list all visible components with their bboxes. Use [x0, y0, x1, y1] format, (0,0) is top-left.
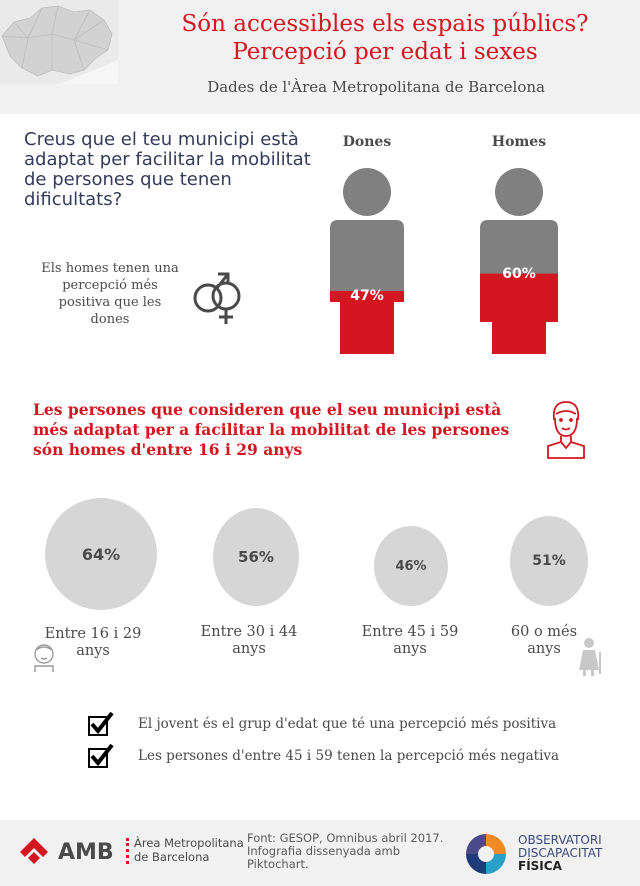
highlight-text: Les persones que consideren que el seu m… [33, 400, 510, 459]
age-label-line: Entre 45 i 59 [361, 624, 459, 640]
men-label: Homes [491, 134, 547, 150]
age-label-line: anys [393, 641, 427, 657]
women-figure: 47% [330, 168, 404, 354]
women-label: Dones [342, 134, 392, 150]
age-label-line: anys [76, 643, 110, 659]
checkbox-checked-icon [88, 744, 114, 768]
age-label-30-44: Entre 30 i 44 anys [184, 624, 314, 658]
age-circle-60-plus: 51% [510, 516, 588, 606]
age-label-line: Entre 30 i 44 [200, 624, 298, 640]
page-title: Són accessibles els espais públics? Perc… [150, 10, 620, 66]
title-line-2: Percepció per edat i sexes [232, 39, 538, 65]
gender-symbol-icon [193, 272, 241, 324]
age-pct-60-plus: 51% [532, 553, 566, 569]
young-man-icon [547, 401, 585, 459]
page-subtitle: Dades de l'Àrea Metropolitana de Barcelo… [207, 78, 545, 96]
source-line: Font: GESOP, Omnibus abril 2017. [247, 831, 444, 845]
men-figure: 60% [480, 168, 558, 354]
age-label-line: 60 o més [510, 624, 578, 640]
men-pct: 60% [502, 266, 536, 282]
women-pct: 47% [350, 288, 384, 304]
source-credit: Font: GESOP, Omnibus abril 2017. Infogra… [247, 832, 457, 871]
header: Són accessibles els espais públics? Perc… [0, 0, 640, 114]
amb-logo: AMB [16, 834, 114, 870]
amb-subtitle: Àrea Metropolitana de Barcelona [126, 836, 244, 864]
obs-line: DISCAPACITAT [518, 846, 603, 860]
elderly-person-icon [579, 638, 601, 676]
check-item-1: El jovent és el grup d'edat que té una p… [88, 712, 556, 736]
gender-note: Els homes tenen una percepció més positi… [41, 261, 179, 327]
amb-wordmark: AMB [58, 839, 114, 865]
obs-line: OBSERVATORI [518, 833, 602, 847]
amb-logo-icon [20, 838, 48, 864]
age-label-line: anys [527, 641, 561, 657]
age-label-line: anys [232, 641, 266, 657]
age-circle-16-29: 64% [45, 498, 157, 610]
source-line: Piktochart. [247, 857, 309, 871]
footer: AMB Àrea Metropolitana de Barcelona Font… [0, 820, 640, 886]
observatori-logo-icon [466, 834, 506, 874]
obs-line: FÍSICA [518, 859, 562, 873]
age-circle-45-59: 46% [374, 526, 448, 606]
age-label-45-59: Entre 45 i 59 anys [345, 624, 475, 658]
age-pct-45-59: 46% [395, 558, 427, 574]
young-person-icon [34, 644, 54, 672]
observatori-wordmark: OBSERVATORI DISCAPACITAT FÍSICA [518, 834, 602, 873]
amb-subtitle-line: Àrea Metropolitana [134, 836, 244, 850]
title-line-1: Són accessibles els espais públics? [181, 11, 589, 37]
question-text: Creus que el teu municipi està adaptat p… [24, 129, 311, 210]
check-text-2: Les persones d'entre 45 i 59 tenen la pe… [138, 748, 560, 764]
checkbox-checked-icon [88, 712, 114, 736]
age-circle-30-44: 56% [213, 508, 299, 606]
map-illustration [0, 0, 118, 84]
age-pct-30-44: 56% [238, 548, 274, 566]
check-item-2: Les persones d'entre 45 i 59 tenen la pe… [88, 744, 559, 768]
age-label-line: Entre 16 i 29 [44, 626, 142, 642]
source-line: Infografia dissenyada amb [247, 844, 401, 858]
age-label-16-29: Entre 16 i 29 anys [28, 626, 158, 660]
age-label-60-plus: 60 o més anys [479, 624, 609, 658]
age-pct-16-29: 64% [81, 544, 121, 564]
check-text-1: El jovent és el grup d'edat que té una p… [138, 716, 557, 732]
amb-subtitle-line: de Barcelona [134, 850, 210, 864]
